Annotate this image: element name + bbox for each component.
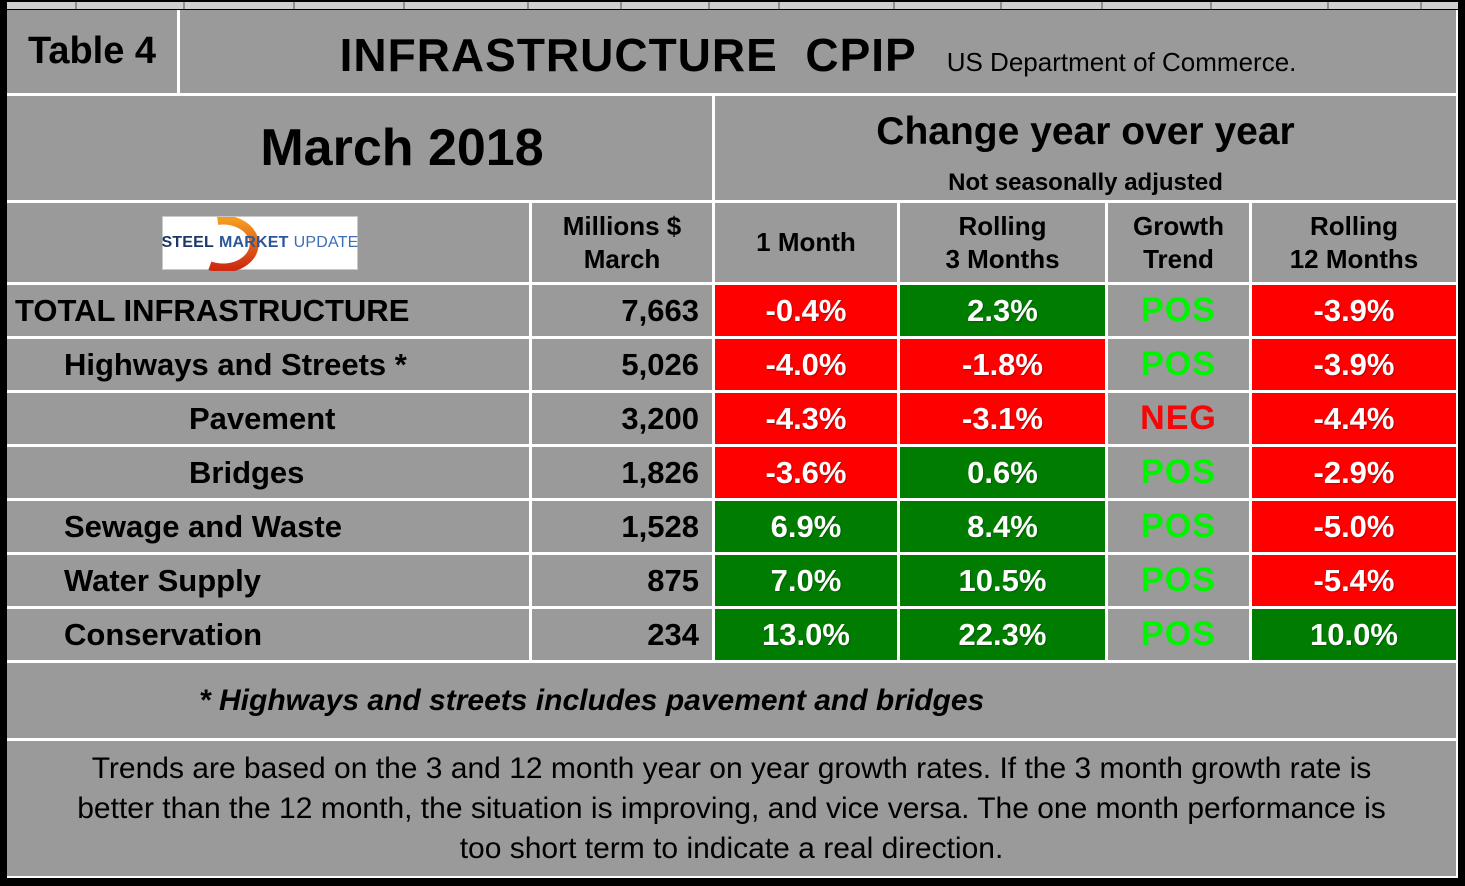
logo-word-steel: STEEL <box>161 233 214 251</box>
column-header-rolling-3-months: Rolling 3 Months <box>900 203 1105 282</box>
period-row: March 2018 Change year over year Not sea… <box>7 96 1456 200</box>
period-label: March 2018 <box>7 96 712 200</box>
table-number-label: Table 4 <box>7 10 177 93</box>
trends-note-line1: Trends are based on the 3 and 12 month y… <box>91 751 1372 785</box>
row-rolling-12-months-cell: -3.9% <box>1252 339 1456 390</box>
row-1-month-cell: -0.4% <box>715 285 897 336</box>
row-rolling-3-months-cell: -1.8% <box>900 339 1105 390</box>
steel-market-update-logo: STEEL MARKET UPDATE <box>161 215 359 271</box>
column-header-1-month: 1 Month <box>715 203 897 282</box>
row-rolling-3-months-cell: 2.3% <box>900 285 1105 336</box>
rolling3-header-line1: Rolling <box>958 211 1047 241</box>
footnote-text: * Highways and streets includes pavement… <box>7 663 1456 738</box>
logo-word-market: MARKET <box>219 233 289 251</box>
change-header-cell: Change year over year Not seasonally adj… <box>715 96 1456 200</box>
logo-word-update: UPDATE <box>293 233 359 251</box>
row-rolling-12-months-cell: -5.4% <box>1252 555 1456 606</box>
row-rolling-12-months-cell: 10.0% <box>1252 609 1456 660</box>
row-rolling-3-months-cell: -3.1% <box>900 393 1105 444</box>
table-row: Pavement 3,200 -4.3% -3.1% NEG -4.4% <box>7 393 1456 444</box>
column-header-row: STEEL MARKET UPDATE Millions $ March 1 M… <box>7 203 1456 282</box>
table-row: Water Supply 875 7.0% 10.5% POS -5.4% <box>7 555 1456 606</box>
trends-note-line3: too short term to indicate a real direct… <box>459 831 1004 865</box>
row-rolling-12-months-cell: -2.9% <box>1252 447 1456 498</box>
page-title: INFRASTRUCTURE CPIP <box>339 29 917 81</box>
row-rolling-12-months-cell: -4.4% <box>1252 393 1456 444</box>
row-label: Conservation <box>7 609 529 660</box>
trend-header-line2: Trend <box>1143 243 1214 274</box>
change-subheader: Not seasonally adjusted <box>948 169 1223 196</box>
row-growth-trend-cell: POS <box>1108 555 1249 606</box>
row-label: Water Supply <box>7 555 529 606</box>
row-rolling-3-months-cell: 0.6% <box>900 447 1105 498</box>
row-growth-trend-cell: POS <box>1108 447 1249 498</box>
table-row: Highways and Streets * 5,026 -4.0% -1.8%… <box>7 339 1456 390</box>
row-rolling-12-months-cell: -5.0% <box>1252 501 1456 552</box>
main-title-cell: INFRASTRUCTURE CPIP US Department of Com… <box>180 10 1456 93</box>
row-millions-value: 1,826 <box>532 447 712 498</box>
row-1-month-cell: 13.0% <box>715 609 897 660</box>
title-row: Table 4 INFRASTRUCTURE CPIP US Departmen… <box>7 10 1456 93</box>
trends-note-line2: better than the 12 month, the situation … <box>77 791 1386 825</box>
trends-note: Trends are based on the 3 and 12 month y… <box>7 741 1456 876</box>
logo-cell: STEEL MARKET UPDATE <box>7 203 529 282</box>
table-row: TOTAL INFRASTRUCTURE 7,663 -0.4% 2.3% PO… <box>7 285 1456 336</box>
row-label: Sewage and Waste <box>7 501 529 552</box>
row-millions-value: 875 <box>532 555 712 606</box>
table-row: Sewage and Waste 1,528 6.9% 8.4% POS -5.… <box>7 501 1456 552</box>
column-header-millions: Millions $ March <box>532 203 712 282</box>
trends-note-row: Trends are based on the 3 and 12 month y… <box>7 741 1456 876</box>
row-growth-trend-cell: POS <box>1108 285 1249 336</box>
row-rolling-3-months-cell: 10.5% <box>900 555 1105 606</box>
row-1-month-cell: -4.3% <box>715 393 897 444</box>
row-1-month-cell: 7.0% <box>715 555 897 606</box>
rolling12-header-line1: Rolling <box>1309 211 1399 241</box>
title-source: US Department of Commerce. <box>946 47 1297 77</box>
spreadsheet-column-ticks <box>7 2 1458 9</box>
row-growth-trend-cell: POS <box>1108 609 1249 660</box>
row-millions-value: 3,200 <box>532 393 712 444</box>
row-rolling-3-months-cell: 8.4% <box>900 501 1105 552</box>
change-header: Change year over year <box>876 110 1295 153</box>
row-millions-value: 234 <box>532 609 712 660</box>
trend-header-line1: Growth <box>1133 211 1224 241</box>
column-header-rolling-12-months: Rolling 12 Months <box>1252 203 1456 282</box>
row-label: TOTAL INFRASTRUCTURE <box>7 285 529 336</box>
millions-header-line1: Millions $ <box>562 211 682 241</box>
row-1-month-cell: 6.9% <box>715 501 897 552</box>
row-growth-trend-cell: POS <box>1108 501 1249 552</box>
row-growth-trend-cell: NEG <box>1108 393 1249 444</box>
row-label: Bridges <box>7 447 529 498</box>
row-rolling-12-months-cell: -3.9% <box>1252 285 1456 336</box>
row-millions-value: 7,663 <box>532 285 712 336</box>
logo-swoosh-icon <box>208 216 259 271</box>
row-label: Highways and Streets * <box>7 339 529 390</box>
row-1-month-cell: -3.6% <box>715 447 897 498</box>
table-row: Bridges 1,826 -3.6% 0.6% POS -2.9% <box>7 447 1456 498</box>
row-millions-value: 5,026 <box>532 339 712 390</box>
millions-header-line2: March <box>583 243 661 274</box>
rolling12-header-line2: 12 Months <box>1289 243 1419 274</box>
footnote-row: * Highways and streets includes pavement… <box>7 663 1456 738</box>
row-1-month-cell: -4.0% <box>715 339 897 390</box>
row-label: Pavement <box>7 393 529 444</box>
table-row: Conservation 234 13.0% 22.3% POS 10.0% <box>7 609 1456 660</box>
row-rolling-3-months-cell: 22.3% <box>900 609 1105 660</box>
table-sheet: Table 4 INFRASTRUCTURE CPIP US Departmen… <box>7 10 1458 878</box>
row-growth-trend-cell: POS <box>1108 339 1249 390</box>
column-header-growth-trend: Growth Trend <box>1108 203 1249 282</box>
rolling3-header-line2: 3 Months <box>945 243 1060 274</box>
row-millions-value: 1,528 <box>532 501 712 552</box>
